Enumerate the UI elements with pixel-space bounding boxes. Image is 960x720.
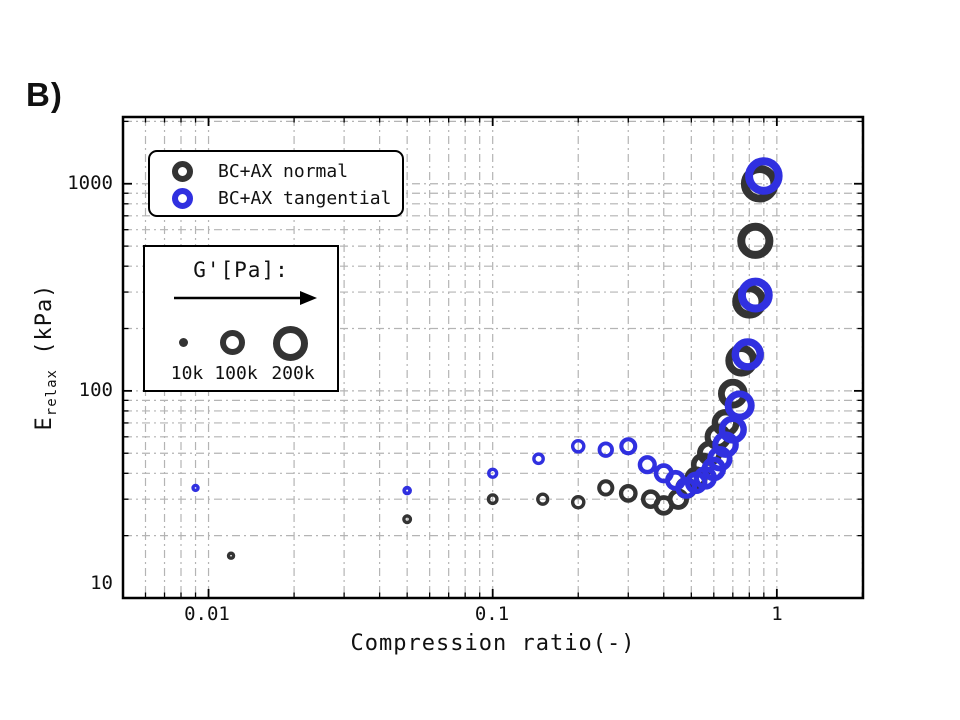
data-point-normal	[536, 492, 550, 506]
data-point-normal	[618, 483, 638, 503]
size-label-100k: 100k	[214, 363, 258, 384]
data-point-hole	[230, 554, 232, 557]
size-legend: G'[Pa]: 10k 100k 200k	[143, 245, 339, 392]
data-point-hole	[194, 487, 197, 489]
data-point-tangential	[637, 455, 657, 475]
x-tick-label-0p1: 0.1	[474, 603, 510, 625]
series-legend: BC+AX normal BC+AX tangential	[148, 150, 404, 217]
legend-item-tangential: BC+AX tangential	[172, 185, 402, 212]
y-axis-label-main: E	[31, 416, 57, 431]
data-point-tangential	[619, 437, 638, 456]
normal-marker-icon	[172, 161, 193, 182]
y-axis-label: Erelax (kPa)	[32, 284, 60, 431]
size-legend-title: G'[Pa]:	[193, 258, 289, 282]
data-point-tangential	[731, 338, 764, 371]
y-tick-label-1000: 1000	[67, 172, 113, 194]
data-point-normal	[737, 222, 774, 259]
legend-item-normal: BC+AX normal	[172, 158, 402, 185]
data-point-normal	[486, 493, 499, 506]
y-tick-label-100: 100	[78, 379, 113, 401]
legend-label-tangential: BC+AX tangential	[218, 188, 392, 209]
data-point-tangential	[487, 467, 499, 479]
data-point-normal	[402, 514, 413, 525]
x-tick-label-1: 1	[771, 603, 783, 625]
data-point-tangential	[737, 277, 773, 313]
series-tangential	[191, 157, 783, 499]
data-point-tangential	[745, 157, 783, 195]
size-label-10k: 10k	[170, 363, 204, 384]
data-point-normal	[597, 479, 615, 497]
data-point-normal	[570, 494, 586, 510]
arrow-right-icon	[174, 291, 317, 305]
legend-label-normal: BC+AX normal	[218, 161, 349, 182]
data-point-tangential	[597, 441, 614, 458]
size-sample-10k-icon	[179, 338, 188, 347]
size-sample-100k-icon	[220, 330, 245, 355]
size-label-200k: 200k	[271, 363, 315, 384]
data-point-hole	[406, 489, 409, 492]
x-tick-label-0p01: 0.01	[184, 603, 230, 625]
y-tick-label-10: 10	[90, 572, 113, 594]
data-point-tangential	[570, 439, 586, 454]
size-sample-200k-icon	[273, 326, 308, 361]
data-point-tangential	[532, 452, 545, 466]
data-point-tangential	[724, 390, 755, 421]
panel-label: B)	[26, 76, 63, 113]
y-axis-label-unit: (kPa)	[31, 283, 57, 370]
x-axis-label: Compression ratio(-)	[350, 631, 636, 656]
tangential-marker-icon	[172, 188, 193, 209]
plot-frame	[121, 115, 865, 600]
